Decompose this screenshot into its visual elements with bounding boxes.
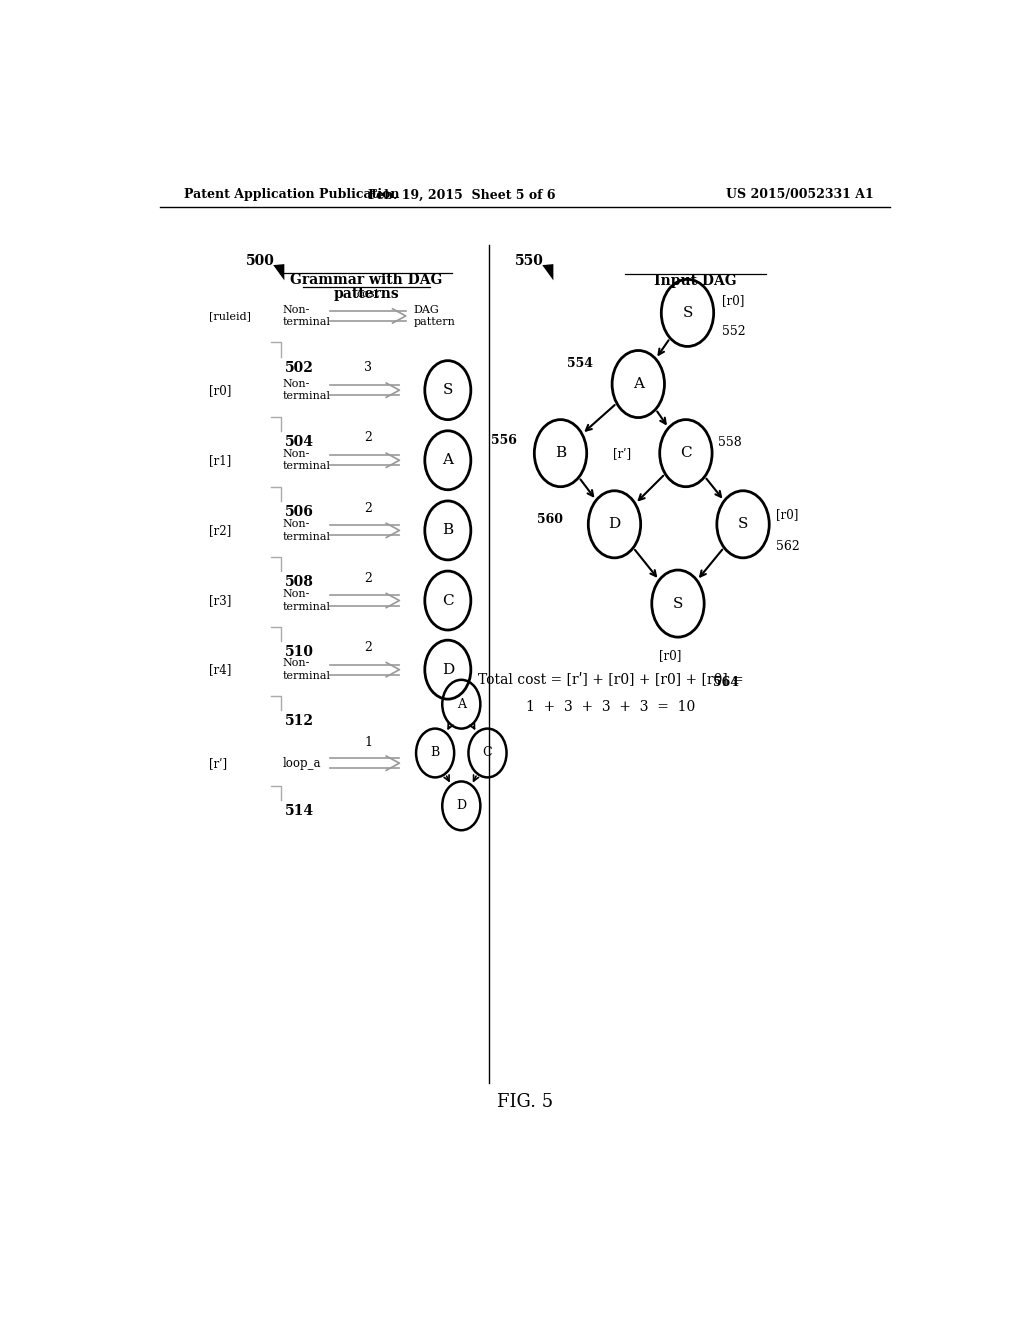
Text: Non-
terminal: Non- terminal: [283, 519, 331, 541]
Text: 562: 562: [775, 540, 800, 553]
Text: cost: cost: [356, 289, 380, 298]
Text: [r0]: [r0]: [775, 508, 798, 520]
Text: C: C: [680, 446, 692, 461]
Text: [r1]: [r1]: [209, 454, 231, 467]
Text: patterns: patterns: [333, 288, 399, 301]
Text: [r0]: [r0]: [209, 384, 231, 396]
Text: [rʹ]: [rʹ]: [209, 756, 227, 770]
Text: US 2015/0052331 A1: US 2015/0052331 A1: [726, 189, 873, 202]
Text: D: D: [608, 517, 621, 532]
Text: 558: 558: [719, 437, 742, 450]
Text: [ruleid]: [ruleid]: [209, 312, 251, 321]
Text: 1  +  3  +  3  +  3  =  10: 1 + 3 + 3 + 3 = 10: [526, 700, 695, 714]
Text: Input DAG: Input DAG: [654, 275, 736, 288]
Text: A: A: [457, 698, 466, 710]
Text: 504: 504: [285, 434, 314, 449]
Text: 2: 2: [365, 640, 372, 653]
Text: [r0]: [r0]: [658, 649, 681, 663]
Text: A: A: [633, 378, 644, 391]
Text: S: S: [682, 306, 692, 319]
Text: 564: 564: [713, 676, 738, 689]
Text: [r4]: [r4]: [209, 663, 231, 676]
Text: 556: 556: [490, 434, 516, 447]
Text: 506: 506: [285, 506, 314, 519]
Text: Total cost = [rʹ] + [r0] + [r0] + [r0] =: Total cost = [rʹ] + [r0] + [r0] + [r0] =: [477, 672, 743, 686]
Text: loop_a: loop_a: [283, 756, 322, 770]
Text: 560: 560: [537, 512, 563, 525]
Text: Feb. 19, 2015  Sheet 5 of 6: Feb. 19, 2015 Sheet 5 of 6: [368, 189, 555, 202]
Text: 512: 512: [285, 714, 314, 729]
Text: Non-
terminal: Non- terminal: [283, 589, 331, 611]
Text: Non-
terminal: Non- terminal: [283, 305, 331, 327]
Text: 2: 2: [365, 572, 372, 585]
Text: 1: 1: [365, 737, 372, 750]
Text: Patent Application Publication: Patent Application Publication: [183, 189, 399, 202]
Text: FIG. 5: FIG. 5: [497, 1093, 553, 1110]
Text: 514: 514: [285, 804, 314, 818]
Polygon shape: [543, 264, 553, 280]
Text: Grammar with DAG: Grammar with DAG: [290, 273, 442, 288]
Text: D: D: [457, 800, 466, 812]
Text: Non-
terminal: Non- terminal: [283, 659, 331, 681]
Text: 3: 3: [365, 362, 372, 375]
Text: 554: 554: [567, 358, 593, 370]
Text: [r2]: [r2]: [209, 524, 231, 537]
Text: [r3]: [r3]: [209, 594, 231, 607]
Text: B: B: [430, 747, 439, 759]
Polygon shape: [273, 264, 285, 280]
Text: 2: 2: [365, 502, 372, 515]
Text: 550: 550: [514, 253, 544, 268]
Text: 502: 502: [285, 360, 314, 375]
Text: 510: 510: [285, 645, 314, 659]
Text: S: S: [442, 383, 453, 397]
Text: Non-
terminal: Non- terminal: [283, 449, 331, 471]
Text: A: A: [442, 453, 454, 467]
Text: C: C: [482, 747, 493, 759]
Text: 500: 500: [246, 253, 274, 268]
Text: S: S: [673, 597, 683, 611]
Text: 552: 552: [722, 325, 745, 338]
Text: B: B: [442, 524, 454, 537]
Text: S: S: [738, 517, 749, 532]
Text: 2: 2: [365, 432, 372, 445]
Text: DAG
pattern: DAG pattern: [414, 305, 456, 327]
Text: [rʹ]: [rʹ]: [612, 446, 631, 459]
Text: Non-
terminal: Non- terminal: [283, 379, 331, 401]
Text: B: B: [555, 446, 566, 461]
Text: [r0]: [r0]: [722, 294, 744, 308]
Text: D: D: [441, 663, 454, 677]
Text: 508: 508: [285, 576, 314, 589]
Text: C: C: [442, 594, 454, 607]
